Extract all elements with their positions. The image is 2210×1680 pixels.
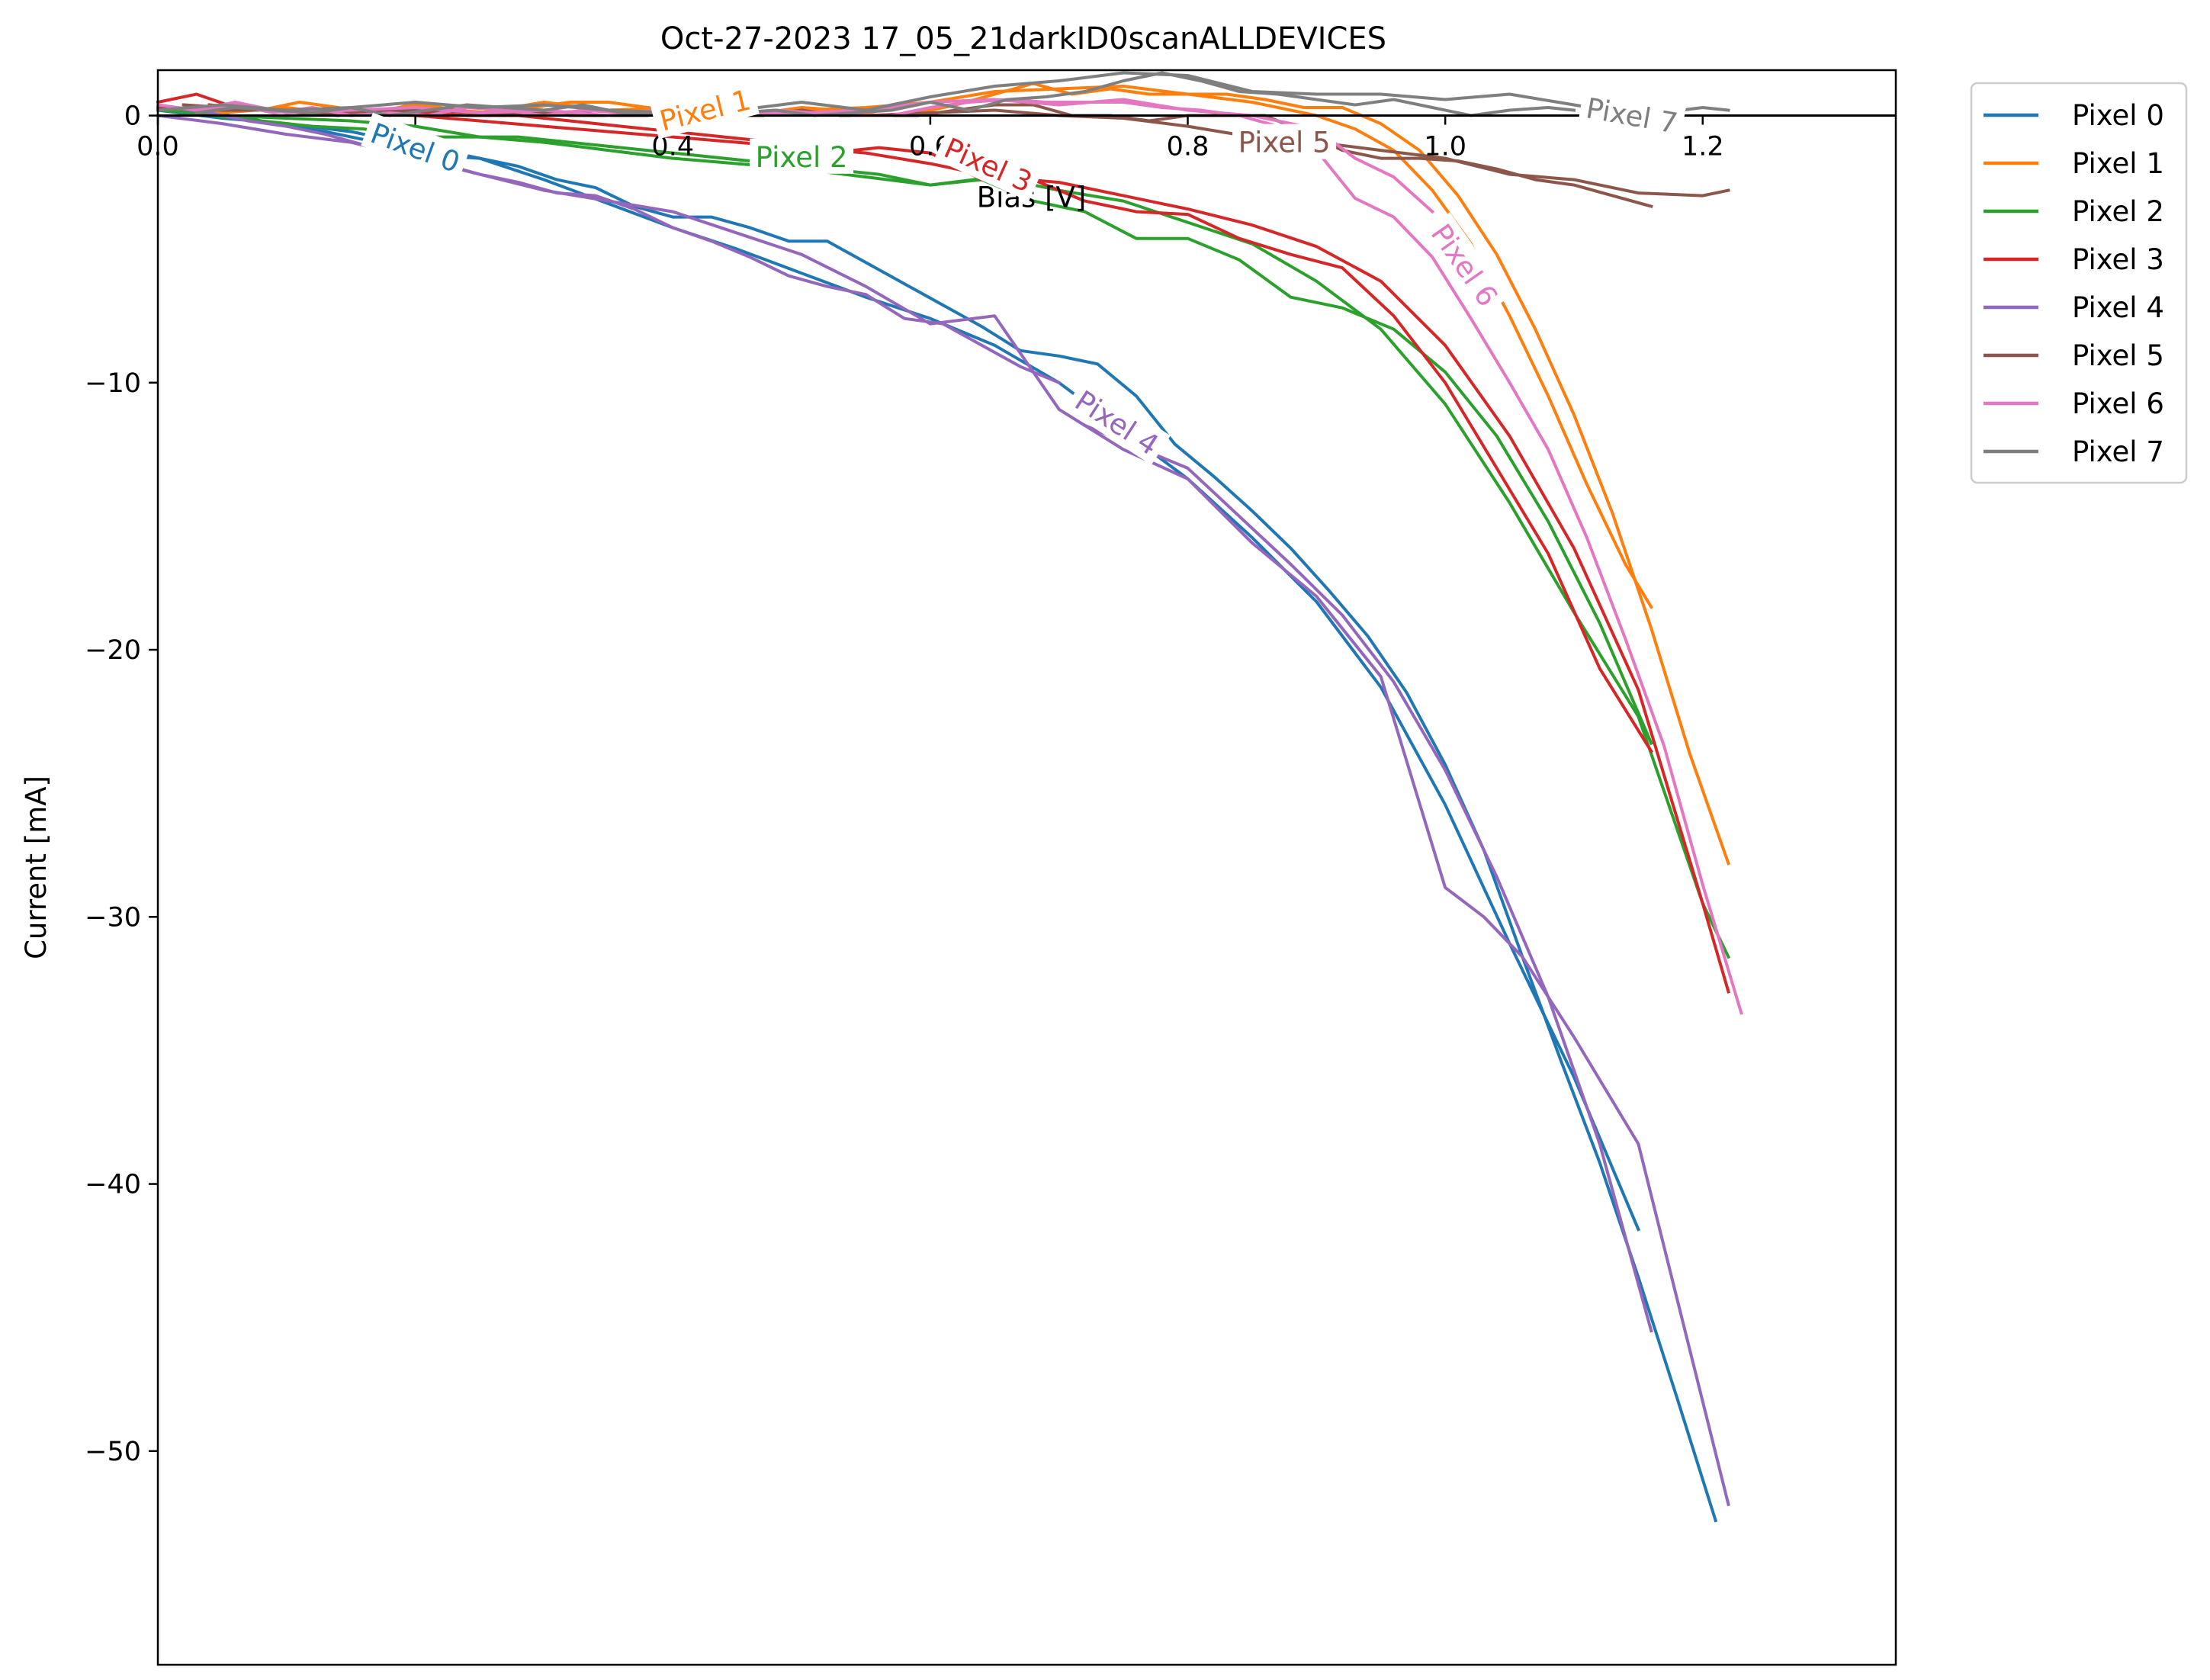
x-tick-label: 0.4 (651, 132, 694, 162)
inline-label-background (750, 138, 854, 174)
legend-item-pixel-2: Pixel 2 (1984, 195, 2164, 228)
series-line-pixel-7 (156, 71, 1730, 117)
legend-label: Pixel 4 (2072, 291, 2164, 324)
legend-frame (1970, 82, 2188, 484)
chart-title: Oct-27-2023 17_05_21darkID0scanALLDEVICE… (660, 21, 1386, 56)
y-axis-label: Current [mA] (20, 776, 53, 959)
legend-label: Pixel 5 (2072, 339, 2164, 372)
series-line-pixel-7 (194, 71, 1576, 117)
legend-label: Pixel 0 (2072, 99, 2164, 132)
legend-item-pixel-3: Pixel 3 (1984, 243, 2164, 276)
y-tick-label: −50 (85, 1437, 141, 1467)
x-tick-label: 1.0 (1424, 132, 1466, 162)
inline-label-background (1064, 379, 1171, 465)
inline-label-background (1578, 88, 1687, 141)
y-tick-label: −30 (85, 902, 141, 933)
y-tick-label: −20 (85, 635, 141, 666)
legend-item-pixel-0: Pixel 0 (1984, 99, 2164, 132)
legend-item-pixel-7: Pixel 7 (1984, 435, 2164, 468)
series-line-pixel-6 (194, 98, 1743, 1015)
legend-label: Pixel 6 (2072, 387, 2164, 420)
x-tick-label: 0.8 (1167, 132, 1209, 162)
y-tick-label: −10 (85, 368, 141, 399)
inline-label-text: Pixel 2 (756, 141, 848, 174)
inline-label-pixel-2: Pixel 2 (750, 138, 854, 174)
y-axis: 0 −10 −20 −30 −40 −50 (85, 101, 158, 1467)
inline-label-background (933, 127, 1043, 202)
legend-label: Pixel 2 (2072, 195, 2164, 228)
legend-label: Pixel 1 (2072, 147, 2164, 180)
y-tick-label: −40 (85, 1170, 141, 1200)
legend-item-pixel-6: Pixel 6 (1984, 387, 2164, 420)
inline-label-background (361, 112, 471, 181)
inline-label-background (1421, 212, 1510, 318)
legend: Pixel 0 Pixel 1 Pixel 2 Pixel 3 Pixel 4 Pixel… (1970, 82, 2188, 484)
y-tick-label: 0 (124, 101, 141, 132)
plot-frame (156, 69, 1897, 1666)
series-line-pixel-4 (169, 105, 1062, 385)
series-line-pixel-2 (207, 114, 1653, 746)
series-line-pixel-4 (1082, 423, 1653, 1333)
legend-label: Pixel 7 (2072, 435, 2164, 468)
legend-label: Pixel 3 (2072, 243, 2164, 276)
x-tick-label: 1.2 (1682, 132, 1724, 162)
legend-item-pixel-5: Pixel 5 (1984, 339, 2164, 372)
inline-label-background (1232, 124, 1337, 159)
inline-label-background (650, 79, 760, 140)
legend-item-pixel-1: Pixel 1 (1984, 147, 2164, 180)
legend-item-pixel-4: Pixel 4 (1984, 291, 2164, 324)
inline-label-text: Pixel 5 (1238, 127, 1331, 159)
inline-label-pixel-5: Pixel 5 (1232, 124, 1337, 159)
